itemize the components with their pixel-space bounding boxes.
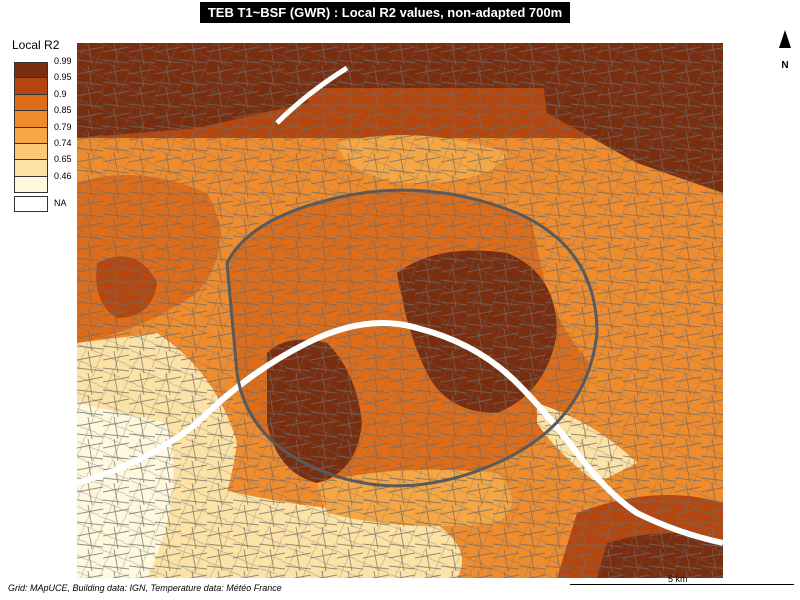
scale-label: 5 km [668,574,688,584]
legend-swatch [14,160,48,177]
legend-swatch [14,127,48,144]
legend-value: 0.46 [54,170,72,181]
river-north-channel [275,65,349,125]
seine-river [77,320,723,546]
north-arrow-icon: N [779,30,791,71]
legend-value: 0.99 [54,56,72,66]
street-network-secondary [77,43,723,578]
legend-value: 0.9 [54,88,67,99]
north-label: N [781,60,788,71]
choropleth-map[interactable] [77,43,723,578]
map-title: TEB T1~BSF (GWR) : Local R2 values, non-… [200,2,570,41]
legend-swatch [14,94,48,112]
legend-swatch [14,78,48,95]
legend-swatch [14,111,48,128]
legend-value: 0.74 [54,137,72,148]
ring-road [225,188,599,488]
legend-na-swatch [14,196,48,212]
map-canvas [77,43,723,578]
legend-value: 0.95 [54,72,72,83]
legend-value: 0.79 [54,121,72,132]
scale-bar [570,584,794,585]
legend-swatch [14,143,48,161]
legend-value: 0.85 [54,105,72,116]
legend-title: Local R2 [12,38,60,52]
data-credits: Grid: MApUCE, Building data: IGN, Temper… [8,583,282,593]
legend-swatch [14,62,48,79]
legend-swatch [14,176,48,194]
legend-na-label: NA [54,198,67,208]
legend-value: 0.65 [54,154,72,165]
